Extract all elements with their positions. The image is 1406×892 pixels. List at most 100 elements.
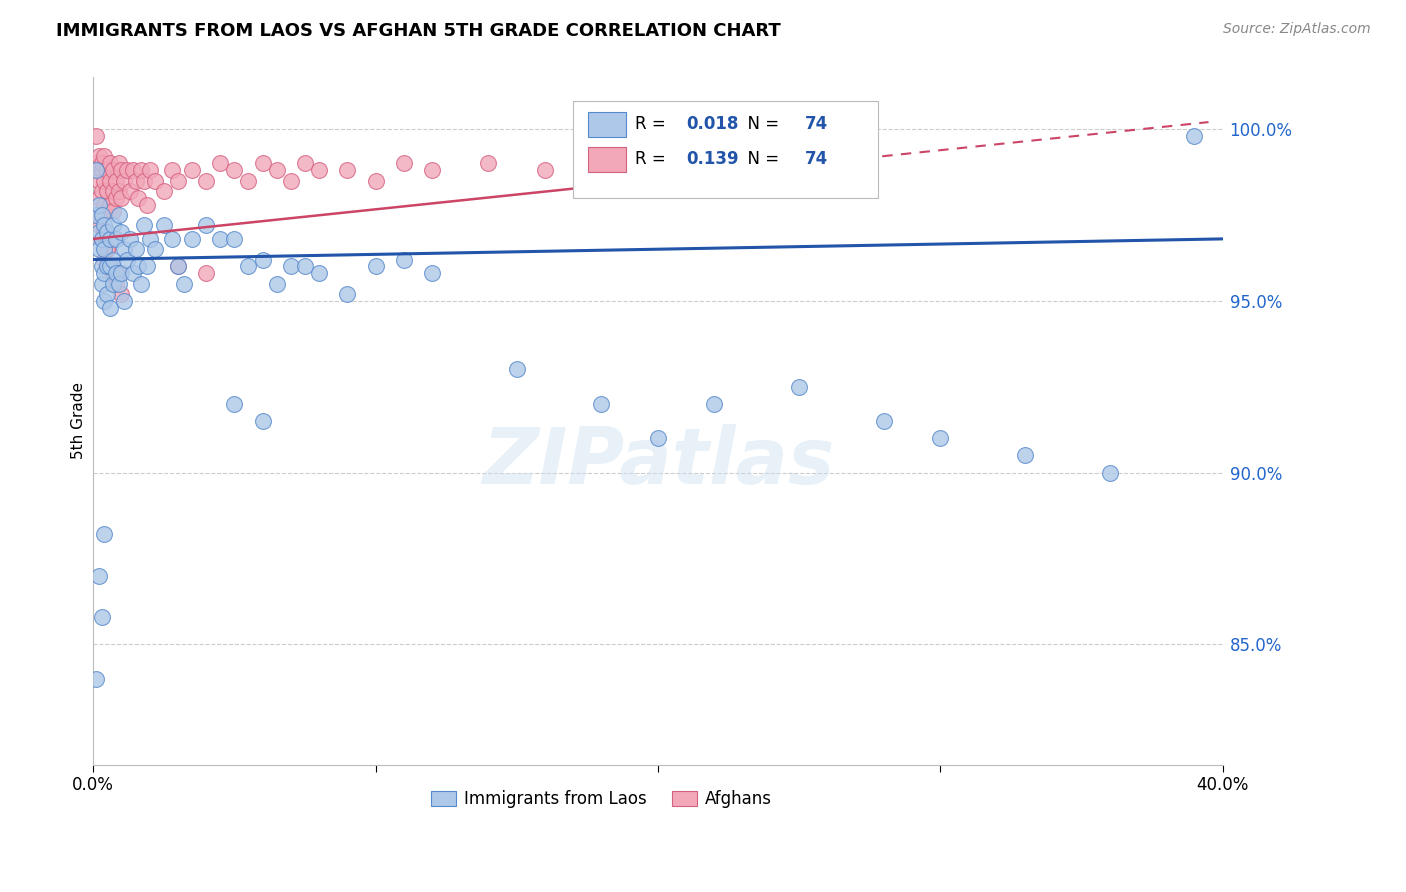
- Text: R =: R =: [636, 115, 671, 133]
- Point: [90, 163, 112, 178]
- Point: [392, 252, 415, 267]
- Point: [107, 184, 129, 198]
- Point: [118, 232, 141, 246]
- Point: [506, 362, 529, 376]
- Point: [280, 260, 302, 274]
- Point: [84, 208, 107, 222]
- Point: [252, 156, 274, 170]
- Point: [101, 277, 124, 291]
- Point: [195, 173, 218, 187]
- Point: [138, 163, 160, 178]
- Point: [104, 232, 127, 246]
- Point: [96, 242, 118, 256]
- Point: [124, 242, 146, 256]
- Point: [195, 266, 218, 280]
- Text: 0.139: 0.139: [686, 150, 738, 168]
- Point: [647, 156, 669, 170]
- Text: 74: 74: [804, 150, 828, 168]
- Point: [294, 156, 316, 170]
- Point: [101, 218, 124, 232]
- Text: N =: N =: [737, 115, 785, 133]
- Point: [364, 173, 387, 187]
- Point: [1184, 128, 1206, 143]
- Point: [591, 397, 613, 411]
- Point: [121, 163, 143, 178]
- Point: [96, 242, 118, 256]
- Point: [135, 260, 157, 274]
- Point: [112, 173, 135, 187]
- Point: [90, 277, 112, 291]
- Point: [138, 232, 160, 246]
- Point: [96, 184, 118, 198]
- Point: [98, 260, 121, 274]
- Point: [195, 218, 218, 232]
- Point: [167, 260, 190, 274]
- Point: [93, 149, 115, 163]
- Point: [104, 173, 127, 187]
- Point: [87, 149, 110, 163]
- Text: N =: N =: [737, 150, 785, 168]
- Point: [647, 431, 669, 445]
- Point: [93, 218, 115, 232]
- Point: [90, 156, 112, 170]
- Point: [104, 277, 127, 291]
- Point: [336, 286, 359, 301]
- Point: [84, 163, 107, 178]
- Point: [280, 173, 302, 187]
- Point: [84, 672, 107, 686]
- Point: [96, 286, 118, 301]
- Point: [294, 260, 316, 274]
- Point: [101, 204, 124, 219]
- Point: [132, 173, 155, 187]
- Point: [93, 197, 115, 211]
- Point: [167, 260, 190, 274]
- Point: [96, 260, 118, 274]
- Point: [252, 252, 274, 267]
- Point: [392, 156, 415, 170]
- Point: [87, 242, 110, 256]
- Point: [110, 225, 132, 239]
- Point: [121, 266, 143, 280]
- Point: [112, 293, 135, 308]
- FancyBboxPatch shape: [588, 112, 626, 137]
- Text: Source: ZipAtlas.com: Source: ZipAtlas.com: [1223, 22, 1371, 37]
- Point: [118, 184, 141, 198]
- Point: [238, 260, 260, 274]
- Point: [98, 156, 121, 170]
- Point: [115, 252, 138, 267]
- Point: [209, 232, 232, 246]
- Point: [224, 163, 246, 178]
- Point: [107, 277, 129, 291]
- Point: [110, 286, 132, 301]
- Point: [90, 184, 112, 198]
- Point: [703, 163, 725, 178]
- Point: [308, 163, 330, 178]
- Point: [98, 232, 121, 246]
- Point: [90, 232, 112, 246]
- Point: [110, 266, 132, 280]
- Point: [84, 156, 107, 170]
- Point: [84, 208, 107, 222]
- Point: [107, 266, 129, 280]
- Point: [101, 163, 124, 178]
- Point: [224, 397, 246, 411]
- Point: [93, 293, 115, 308]
- Point: [110, 191, 132, 205]
- Point: [115, 163, 138, 178]
- Point: [143, 173, 166, 187]
- Point: [93, 252, 115, 267]
- Point: [93, 527, 115, 541]
- Point: [87, 568, 110, 582]
- Text: 74: 74: [804, 115, 828, 133]
- Point: [107, 156, 129, 170]
- Point: [101, 184, 124, 198]
- Point: [420, 163, 443, 178]
- Point: [110, 163, 132, 178]
- Text: ZIPatlas: ZIPatlas: [482, 425, 834, 500]
- Point: [129, 277, 152, 291]
- Point: [135, 197, 157, 211]
- Point: [873, 414, 896, 428]
- Point: [90, 232, 112, 246]
- Point: [101, 266, 124, 280]
- Point: [101, 252, 124, 267]
